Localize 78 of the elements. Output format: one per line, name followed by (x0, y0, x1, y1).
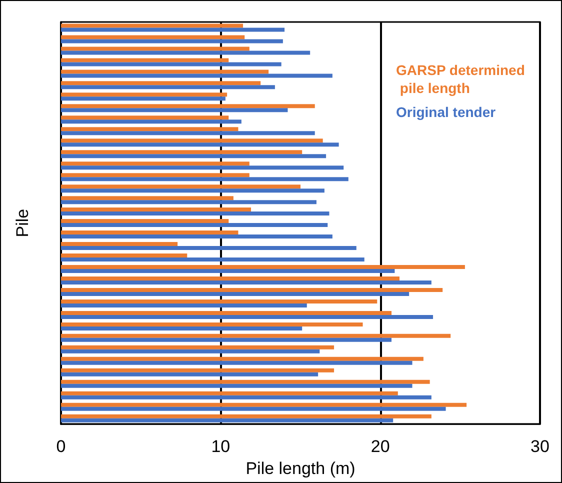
text: Original tender (396, 104, 496, 120)
bar (61, 326, 302, 330)
bar (61, 368, 334, 372)
bar (61, 276, 400, 280)
bar (61, 24, 244, 28)
bar (61, 150, 302, 154)
bar (61, 418, 394, 422)
bar (61, 92, 228, 97)
bar (61, 406, 446, 411)
bar (61, 384, 412, 388)
bar (61, 265, 465, 270)
bar (61, 208, 252, 212)
text: GARSP determined pile length (396, 62, 525, 96)
bar (61, 35, 245, 40)
x-tick-label: 10 (211, 437, 230, 456)
bar (61, 322, 363, 326)
y-axis-title: Pile (13, 208, 32, 238)
bar (61, 39, 283, 44)
bar (61, 58, 229, 62)
bar (61, 338, 392, 342)
bar (61, 166, 344, 170)
bar (61, 104, 315, 108)
bar (61, 242, 178, 246)
bar (61, 196, 234, 200)
bar (61, 142, 339, 147)
bar (61, 372, 318, 376)
bar (61, 402, 467, 407)
bar (61, 138, 323, 143)
bar (61, 200, 316, 204)
bar (61, 254, 188, 258)
bar (61, 356, 424, 361)
bar (61, 292, 410, 296)
bar (61, 269, 395, 274)
bar (61, 349, 320, 354)
bar (61, 258, 364, 262)
bar (61, 288, 443, 292)
bar (61, 85, 275, 90)
bar (61, 234, 332, 239)
bar (61, 28, 285, 32)
bar (61, 81, 261, 86)
bar (61, 162, 250, 166)
bar (61, 280, 432, 284)
bar (61, 70, 269, 74)
bar (61, 212, 330, 216)
x-axis-title: Pile length (m) (246, 459, 356, 478)
bar (61, 131, 315, 136)
bar (61, 360, 412, 365)
bar (61, 120, 242, 124)
bar (61, 299, 378, 304)
x-tick-label: 30 (530, 437, 550, 456)
bar (61, 380, 430, 384)
bar (61, 108, 288, 112)
bar (61, 188, 324, 193)
bar (61, 154, 326, 158)
bar (61, 303, 307, 308)
bar (61, 314, 434, 319)
bar (61, 62, 282, 66)
bar (61, 177, 348, 182)
bar (61, 395, 432, 400)
bar (61, 50, 310, 55)
bar (61, 184, 300, 189)
x-tick-label: 0 (56, 437, 66, 456)
bar (61, 116, 229, 120)
bar (61, 96, 226, 101)
bar (61, 246, 356, 250)
x-tick-label: 20 (370, 437, 390, 456)
bar (61, 391, 398, 396)
bar (61, 74, 332, 78)
bar (61, 173, 250, 178)
bar (61, 345, 334, 350)
bar (61, 230, 238, 235)
bar (61, 310, 392, 315)
bar (61, 46, 250, 51)
bar (61, 414, 432, 418)
bar (61, 219, 229, 224)
bar (61, 334, 451, 338)
bar (61, 127, 238, 132)
bar (61, 223, 328, 228)
